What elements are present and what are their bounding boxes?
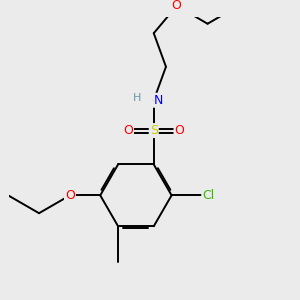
Text: N: N <box>154 94 163 107</box>
Text: O: O <box>175 124 184 137</box>
Text: O: O <box>123 124 133 137</box>
Text: O: O <box>172 0 182 12</box>
Text: H: H <box>133 93 141 103</box>
Text: S: S <box>150 124 158 137</box>
Text: Cl: Cl <box>202 189 214 202</box>
Text: O: O <box>65 189 75 202</box>
